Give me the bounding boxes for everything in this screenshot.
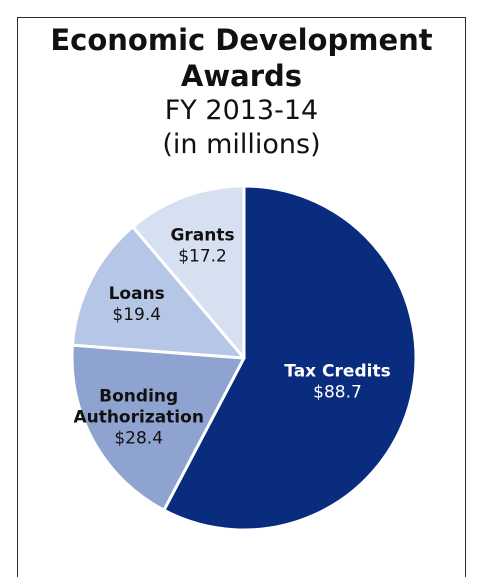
chart-title: Economic Development Awards (50, 23, 433, 93)
pie-slice-tax-credits (162, 184, 418, 532)
slice-value-loans: $19.4 (112, 305, 161, 325)
chart-title-block: Economic Development Awards FY 2013-14 (… (17, 22, 466, 162)
pie-slice-bonding-authorization (70, 343, 246, 512)
slice-label-grants-0: Grants (170, 225, 234, 245)
slice-label-bonding-authorization-0: Bonding (99, 386, 178, 406)
slice-value-tax-credits: $88.7 (313, 383, 362, 403)
pie-slice-loans (70, 225, 246, 360)
slice-label-tax-credits-0: Tax Credits (284, 362, 390, 382)
slice-value-bonding-authorization: $28.4 (114, 428, 163, 448)
slice-label-loans-0: Loans (109, 284, 165, 304)
chart-subtitle-line-1: FY 2013-14 (164, 95, 319, 126)
slice-label-bonding-authorization-1: Authorization (73, 407, 203, 427)
slice-value-grants: $17.2 (178, 246, 227, 266)
pie-slice-grants (131, 184, 246, 360)
pie-slices (70, 184, 418, 532)
pie-labels: Tax Credits$88.7 BondingAuthorization$28.… (73, 225, 390, 448)
chart-frame (17, 17, 466, 577)
chart-subtitle-line-2: (in millions) (162, 129, 321, 160)
